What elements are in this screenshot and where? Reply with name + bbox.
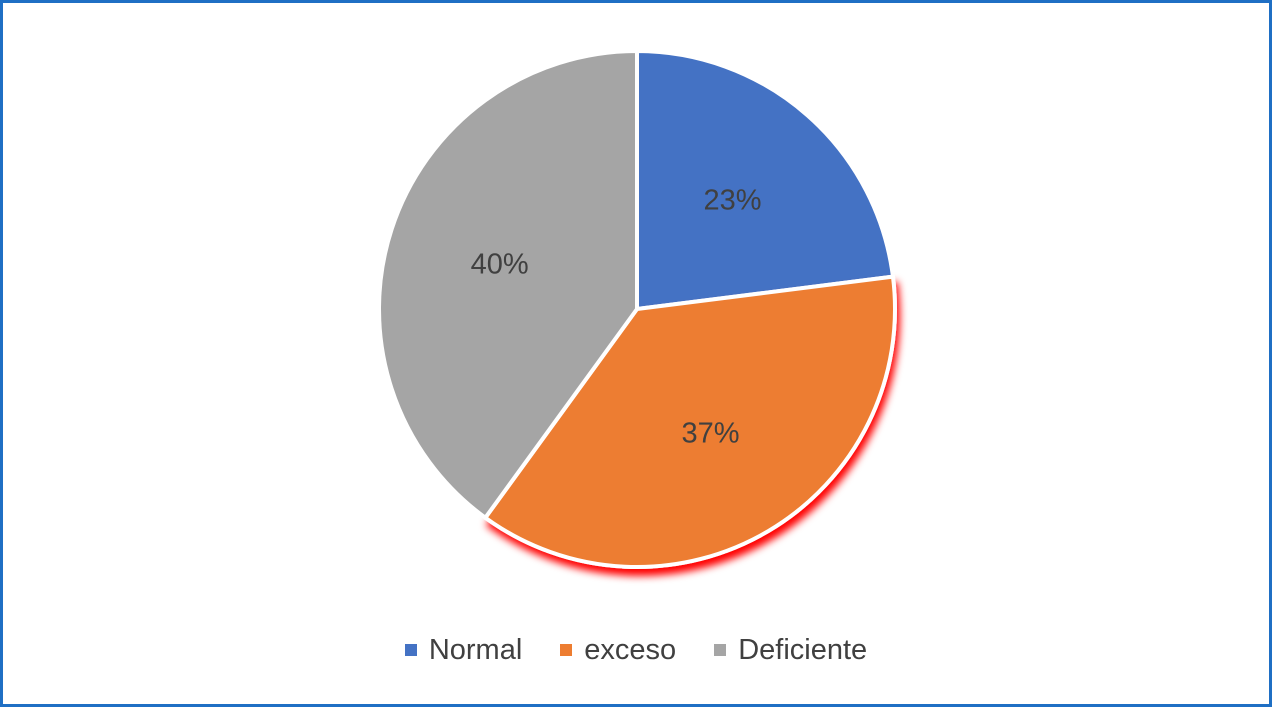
legend-label: Normal	[428, 633, 523, 666]
pie-slice-normal	[635, 49, 895, 311]
data-label-normal: 23%	[704, 185, 762, 217]
pie-chart: 23% 37% 40%	[377, 49, 897, 569]
legend-label: exceso	[584, 633, 677, 666]
pie-slice-deficiente	[377, 49, 639, 520]
chart-legend: Normal exceso Deficiente	[3, 628, 1269, 672]
data-label-deficiente: 40%	[471, 248, 529, 280]
legend-label: Deficiente	[738, 633, 868, 666]
legend-item-deficiente: Deficiente	[714, 633, 868, 666]
legend-item-exceso: exceso	[560, 633, 677, 666]
legend-swatch	[560, 644, 573, 656]
pie-data-labels: 23% 37% 40%	[471, 185, 762, 450]
pie-slice-exceso	[483, 274, 897, 569]
legend-swatch	[714, 644, 727, 656]
legend-swatch	[404, 644, 417, 656]
data-label-exceso: 37%	[682, 417, 740, 449]
pie-slices	[377, 49, 897, 569]
legend-item-normal: Normal	[404, 633, 523, 666]
